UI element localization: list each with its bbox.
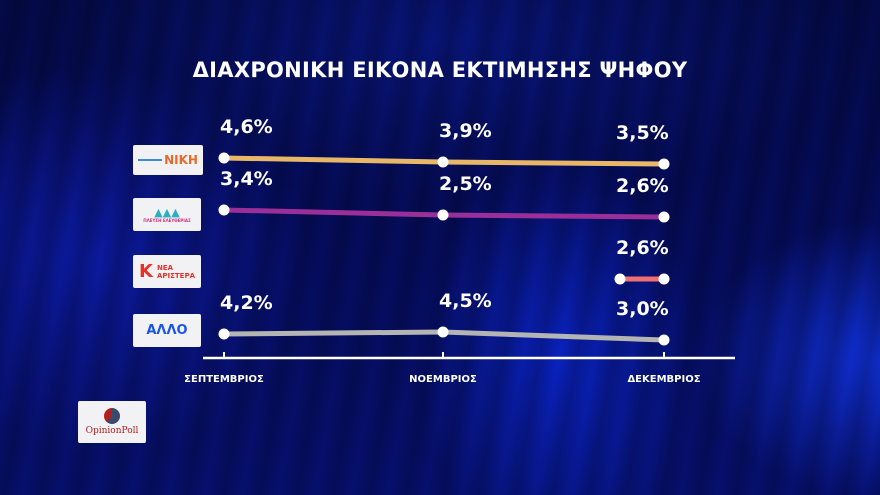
data-label: 4,6% [220, 116, 273, 138]
data-point [658, 158, 670, 170]
x-tick-label: ΣΕΠΤΕΜΒΡΙΟΣ [184, 374, 264, 385]
logo-aristera-text: ΑΡΙΣΤΕΡΑ [156, 271, 195, 280]
chart-title: ΔΙΑΧΡΟΝΙΚΗ ΕΙΚΟΝΑ ΕΚΤΙΜΗΣΗΣ ΨΗΦΟΥ [192, 58, 688, 82]
pie-logo-icon [104, 408, 120, 424]
x-tick-label: ΝΟΕΜΒΡΙΟΣ [409, 374, 477, 385]
x-tick-label: ΔΕΚΕΜΒΡΙΟΣ [627, 374, 701, 385]
data-point [614, 273, 626, 285]
data-point [437, 209, 449, 221]
data-point [658, 211, 670, 223]
data-point [437, 156, 449, 168]
logo-nea-text: ΝΕΑ [156, 263, 174, 272]
data-point [658, 334, 670, 346]
wind-turbine-icon [138, 159, 163, 161]
logo-plefsi-eleftherias: ▲▲▲ ΠΛΕΥΣΗ ΕΛΕΥΘΕΡΙΑΣ [133, 198, 201, 231]
data-label: 3,4% [220, 168, 273, 190]
logo-nea-aristera: K ΝΕΑ ΑΡΙΣΤΕΡΑ [133, 255, 201, 288]
nea-aristera-mark-icon: K [139, 261, 153, 282]
data-label: 4,2% [220, 292, 273, 314]
sails-icon: ▲▲▲ [154, 205, 180, 219]
data-point [218, 204, 230, 216]
logo-allo: ΑΛΛΟ [133, 314, 201, 347]
logo-opinionpoll: OpinionPoll [78, 401, 146, 443]
data-label: 3,9% [439, 120, 492, 142]
logo-allo-text: ΑΛΛΟ [146, 323, 188, 338]
logo-plefsi-text: ΠΛΕΥΣΗ ΕΛΕΥΘΕΡΙΑΣ [143, 217, 191, 223]
data-point [218, 328, 230, 340]
data-point [658, 273, 670, 285]
data-label: 2,6% [616, 175, 669, 197]
logo-opinionpoll-text: OpinionPoll [85, 426, 139, 436]
data-point [218, 152, 230, 164]
logo-niki-text: ΝΙΚΗ [164, 153, 198, 167]
data-label: 2,5% [439, 173, 492, 195]
data-label: 4,5% [439, 290, 492, 312]
logo-niki: ΝΙΚΗ [133, 145, 203, 175]
data-point [437, 326, 449, 338]
data-label: 2,6% [616, 237, 669, 259]
data-label: 3,5% [616, 122, 669, 144]
data-label: 3,0% [616, 298, 669, 320]
